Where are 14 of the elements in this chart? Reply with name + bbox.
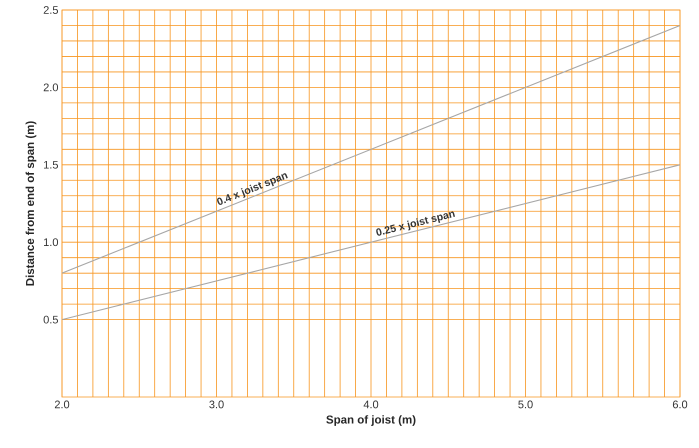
y-tick-label: 1.5 (44, 160, 58, 169)
y-tick-label: 1.0 (44, 238, 58, 246)
y-axis-title: Distance from end of span (m) (26, 121, 36, 286)
annotation: 0.25 x joist span (376, 212, 455, 236)
annotation: 0.4 x joist span (217, 173, 288, 205)
x-tick-label: 5.0 (518, 400, 533, 408)
x-tick-label: 6.0 (672, 400, 688, 408)
x-tick-label: 4.0 (364, 400, 378, 408)
x-tick-label: 2.0 (54, 400, 70, 408)
x-tick-label: 3.0 (209, 400, 224, 408)
y-tick-label: 2.5 (44, 6, 58, 14)
y-tick-label: 2.0 (44, 84, 58, 92)
x-axis-title: Span of joist (m) (326, 415, 416, 426)
y-tick-label: 0.5 (44, 316, 58, 324)
